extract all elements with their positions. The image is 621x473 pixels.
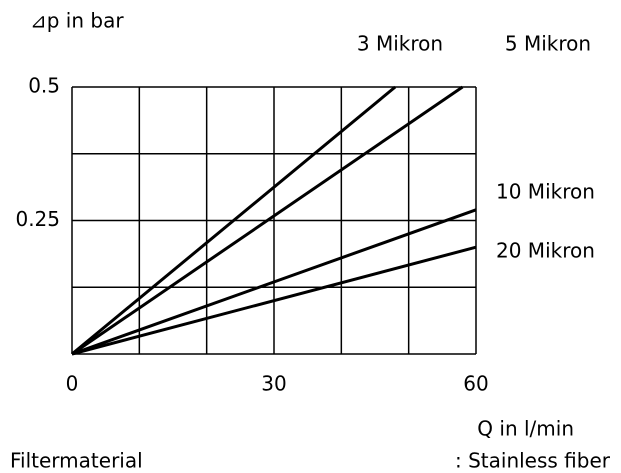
y-axis-label: ⊿p in bar <box>30 9 124 33</box>
series-label: 10 Mikron <box>496 180 595 204</box>
data-line <box>71 85 464 356</box>
y-tick-label: 0.5 <box>28 74 60 98</box>
series-label: 3 Mikron <box>357 32 443 56</box>
x-tick-label: 0 <box>66 372 79 396</box>
data-line <box>71 208 477 356</box>
x-tick-label: 30 <box>261 372 286 396</box>
y-tick-label: 0.25 <box>15 207 60 231</box>
data-line <box>71 245 477 356</box>
footnote-value: : Stainless fiber <box>455 449 611 473</box>
data-line <box>71 85 397 356</box>
series-label: 20 Mikron <box>496 239 595 263</box>
footnote-label: Filtermaterial <box>10 449 143 473</box>
series-label: 5 Mikron <box>505 32 591 56</box>
x-tick-label: 60 <box>463 372 488 396</box>
x-axis-label: Q in l/min <box>477 417 574 441</box>
